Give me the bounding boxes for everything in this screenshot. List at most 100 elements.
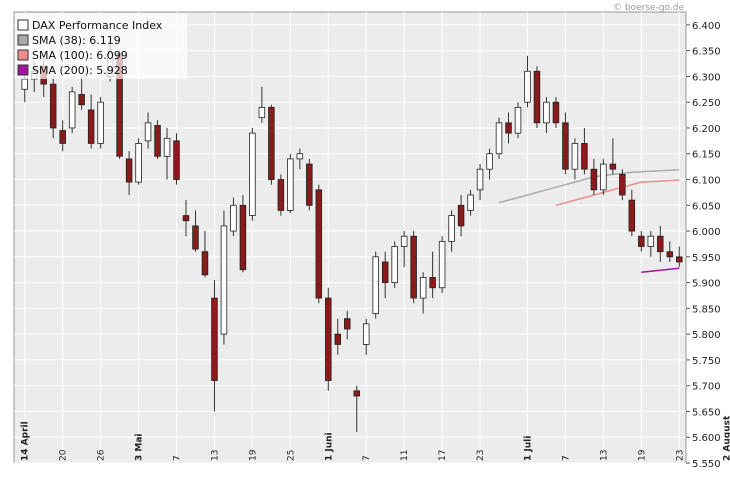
- legend-swatch: [17, 34, 29, 46]
- y-tick-label: 6.300: [692, 72, 721, 83]
- y-tick-label: 6.200: [692, 124, 721, 135]
- candle-down: [410, 235, 417, 299]
- candle-down: [154, 124, 161, 157]
- y-tick-label: 5.950: [692, 253, 721, 264]
- y-tick-label: 5.650: [692, 407, 721, 418]
- candle-down: [609, 163, 617, 170]
- candle-up: [400, 235, 408, 247]
- x-tick-label: 13: [210, 450, 220, 461]
- candle-down: [182, 215, 190, 222]
- candle-up: [514, 106, 522, 134]
- y-tick-label: 5.600: [692, 433, 721, 444]
- candle-up: [419, 277, 427, 299]
- y-tick-label: 5.800: [692, 330, 721, 341]
- y-tick-label: 6.400: [692, 21, 721, 32]
- candle-up: [571, 143, 579, 170]
- candle-down: [173, 140, 180, 180]
- y-tick-label: 5.900: [692, 279, 721, 290]
- candle-down: [87, 109, 95, 144]
- candle-up: [287, 158, 294, 211]
- candle-down: [590, 168, 598, 191]
- y-tick-label: 5.850: [692, 304, 721, 315]
- x-tick-label: 23: [675, 450, 685, 461]
- x-tick-label: 7: [561, 455, 571, 461]
- candle-up: [97, 101, 104, 144]
- candle-down: [268, 106, 275, 180]
- sma200-line: [641, 267, 680, 274]
- legend-label: SMA (200): 5.928: [32, 64, 128, 77]
- candle-up: [249, 132, 256, 216]
- x-tick-label: 25: [286, 450, 296, 461]
- watermark: © boerse-go.de: [613, 3, 684, 13]
- candle-down: [201, 251, 209, 276]
- candle-down: [676, 256, 683, 263]
- candle-up: [524, 70, 531, 103]
- candle-down: [581, 143, 588, 170]
- candle-down: [211, 297, 218, 381]
- candle-down: [552, 101, 560, 124]
- candle-down: [277, 179, 285, 211]
- y-tick-label: 6.250: [692, 98, 721, 109]
- candle-down: [334, 333, 342, 345]
- x-tick-label: 13: [599, 450, 609, 461]
- candle-down: [192, 225, 199, 250]
- candle-up: [391, 246, 398, 284]
- x-tick-label: 1 Juni: [324, 432, 334, 461]
- candle-up: [296, 153, 304, 160]
- candle-down: [381, 261, 389, 283]
- candle-down: [619, 173, 626, 196]
- candle-down: [505, 122, 512, 134]
- legend-swatch: [17, 64, 29, 76]
- candle-down: [59, 130, 66, 144]
- candle-up: [543, 101, 550, 124]
- candle-up: [448, 215, 455, 242]
- candle-down: [344, 318, 351, 330]
- x-tick-label: 1 Juli: [523, 436, 533, 461]
- candle-down: [315, 189, 323, 299]
- candle-up: [144, 122, 152, 142]
- candle-up: [68, 91, 76, 129]
- candle-up: [372, 256, 379, 314]
- y-tick-label: 6.100: [692, 176, 721, 187]
- legend-swatch: [17, 19, 29, 31]
- y-tick-label: 5.550: [692, 459, 721, 470]
- x-tick-label: 11: [400, 450, 410, 461]
- candle-up: [495, 122, 503, 155]
- candle-up: [438, 240, 446, 289]
- x-tick-label: 14 April: [21, 421, 31, 461]
- x-tick-label: 26: [97, 449, 107, 461]
- candle-up: [21, 78, 28, 90]
- x-tick-label: 7: [173, 455, 183, 461]
- legend-label: SMA (100): 6.099: [32, 49, 128, 62]
- y-tick-label: 5.700: [692, 382, 721, 393]
- candle-down: [49, 83, 57, 129]
- candle-up: [135, 143, 142, 183]
- legend-swatch: [17, 49, 29, 61]
- candle-up: [230, 204, 237, 232]
- x-tick-label: 3 Mai: [135, 433, 145, 461]
- candle-down: [78, 94, 85, 106]
- candle-down: [628, 199, 636, 232]
- candle-up: [600, 163, 607, 191]
- candle-up: [258, 106, 266, 119]
- candle-down: [666, 251, 674, 258]
- candle-down: [239, 204, 247, 271]
- y-tick-label: 6.000: [692, 227, 721, 238]
- candle-down: [306, 163, 313, 206]
- y-tick-label: 6.350: [692, 47, 721, 58]
- candle-up: [467, 194, 474, 211]
- candle-down: [125, 158, 133, 183]
- x-tick-label: 2 August: [723, 415, 730, 461]
- candle-down: [638, 235, 645, 247]
- x-tick-label: 20: [59, 449, 69, 461]
- sma100-line: [555, 179, 680, 207]
- candle-up: [220, 225, 228, 335]
- candle-up: [486, 153, 493, 170]
- x-tick-label: 7: [362, 455, 372, 461]
- legend-background: [15, 13, 187, 79]
- candle-down: [353, 390, 360, 397]
- x-tick-label: 23: [476, 450, 486, 461]
- x-tick-label: 17: [438, 450, 448, 461]
- x-tick-label: 19: [248, 449, 258, 461]
